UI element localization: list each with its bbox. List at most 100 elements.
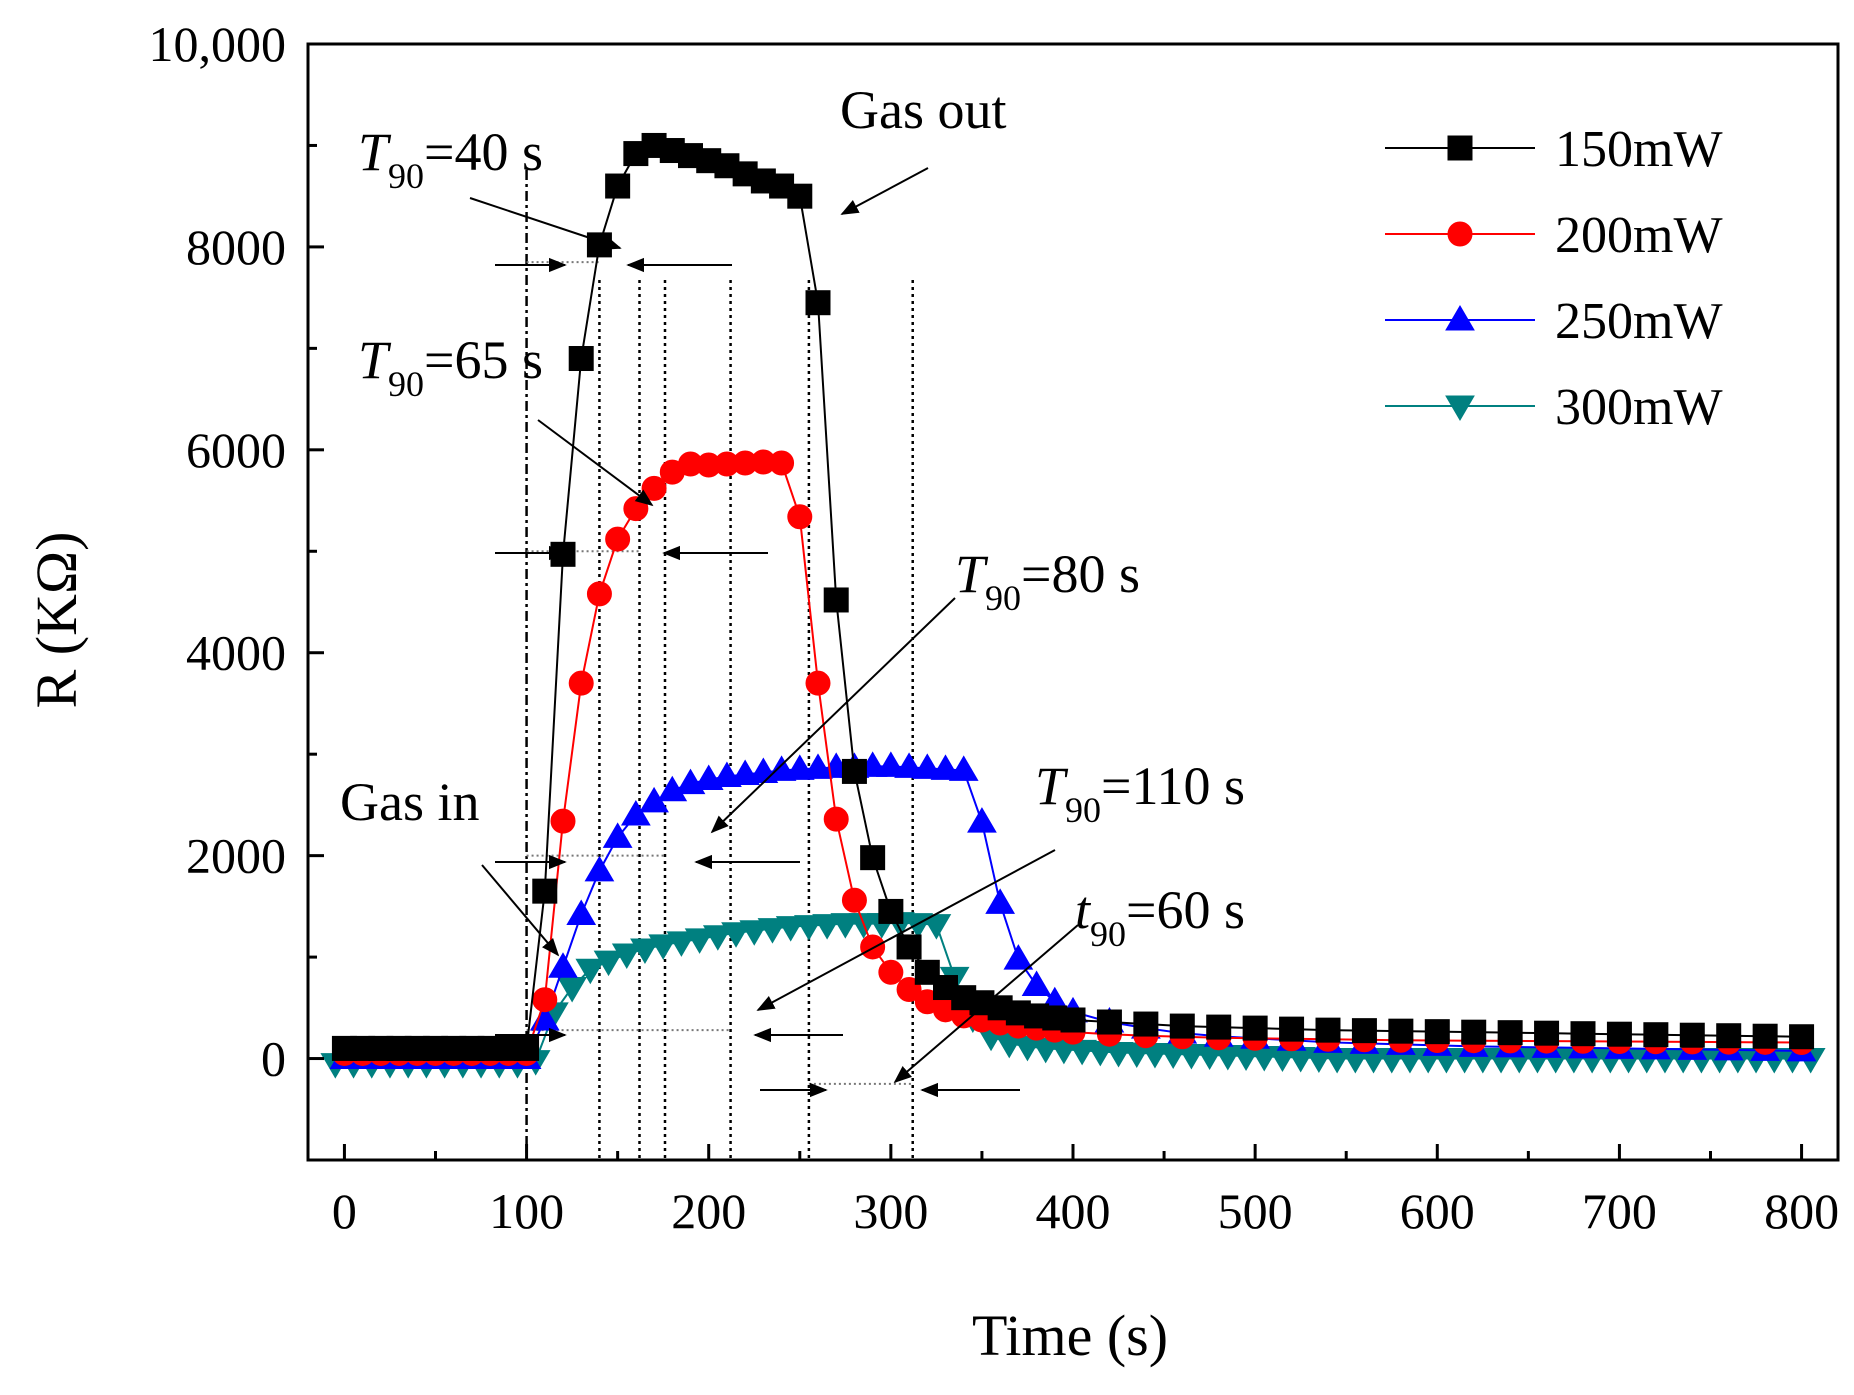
data-point <box>641 475 667 501</box>
data-point <box>794 915 824 941</box>
legend-item-300mW: 300mW <box>1385 379 1723 436</box>
data-point <box>985 888 1016 914</box>
data-point <box>605 173 631 199</box>
annotation-arrow <box>840 167 929 215</box>
y-axis-title: R (KΩ) <box>24 532 89 709</box>
annotation-arrow <box>756 849 1056 1011</box>
annotation-t90-65: T90=65 s <box>358 330 543 404</box>
series-layer <box>320 132 1826 1079</box>
data-point <box>812 914 842 940</box>
annotation-arrow <box>469 197 622 250</box>
data-point <box>896 934 922 960</box>
data-point <box>1242 1015 1268 1041</box>
x-tick-label: 300 <box>853 1183 928 1239</box>
legend-marker <box>1445 305 1475 331</box>
annotation-arrow <box>710 597 956 834</box>
x-tick-label: 800 <box>1764 1183 1839 1239</box>
data-point <box>1679 1022 1705 1048</box>
legend: 150mW 200mW 250mW 300mW <box>1385 121 1723 436</box>
data-point <box>1752 1023 1778 1049</box>
data-point <box>1133 1011 1159 1037</box>
annotation-arrow <box>893 924 1079 1084</box>
data-point <box>860 845 886 871</box>
data-point <box>775 916 806 942</box>
data-point <box>967 807 997 833</box>
legend-item-150mW: 150mW <box>1385 121 1723 178</box>
data-point <box>878 959 904 985</box>
annotation-t90-40: T90=40 s <box>358 122 543 196</box>
data-point <box>912 753 943 779</box>
data-point <box>860 934 886 960</box>
legend-item-250mW: 250mW <box>1385 293 1723 350</box>
x-tick-label: 500 <box>1218 1183 1293 1239</box>
data-point <box>930 754 961 780</box>
data-point <box>1497 1020 1523 1046</box>
data-point <box>721 922 751 948</box>
annotation-gas-out: Gas out <box>840 80 1006 140</box>
legend-label: 300mW <box>1555 379 1723 436</box>
x-tick-label: 100 <box>489 1183 564 1239</box>
data-point <box>1351 1018 1377 1044</box>
data-point <box>566 899 597 925</box>
annotation-t90-110: T90=110 s <box>1035 756 1245 830</box>
legend-marker <box>1447 135 1473 161</box>
data-point <box>548 952 578 978</box>
y-axis-ticks: 0 2000 4000 6000 8000 10,000 <box>149 16 324 1087</box>
data-point <box>841 758 867 784</box>
x-axis-ticks: 0 100 200 300 400 500 600 700 800 <box>332 1144 1839 1239</box>
annotation-arrow <box>481 864 560 957</box>
data-point <box>805 290 831 316</box>
data-point <box>894 752 924 778</box>
data-point <box>532 878 558 904</box>
data-point <box>568 670 594 696</box>
data-point <box>875 751 906 777</box>
data-point <box>948 755 979 781</box>
data-point <box>769 450 795 476</box>
data-point <box>514 1035 540 1061</box>
data-point <box>593 950 624 977</box>
data-point <box>1716 1023 1742 1049</box>
data-point <box>1315 1017 1341 1043</box>
data-point <box>1060 1007 1086 1033</box>
data-point <box>684 928 715 954</box>
data-point <box>620 800 651 826</box>
x-tick-label: 0 <box>332 1183 357 1239</box>
data-point <box>1461 1019 1487 1045</box>
data-point <box>702 925 733 951</box>
x-tick-label: 400 <box>1036 1183 1111 1239</box>
data-point <box>830 913 861 939</box>
data-point <box>787 504 813 530</box>
y-tick-label: 4000 <box>186 625 286 681</box>
data-point <box>605 526 631 552</box>
y-tick-label: 0 <box>261 1031 286 1087</box>
data-point <box>1534 1020 1560 1046</box>
y-tick-label: 8000 <box>186 219 286 275</box>
legend-label: 200mW <box>1555 207 1723 264</box>
annotations: T90=40 s T90=65 s T90=80 s T90=110 s t90… <box>340 80 1245 954</box>
data-point <box>841 887 867 913</box>
annotation-t90-80: T90=80 s <box>955 544 1140 618</box>
data-point <box>1021 970 1052 996</box>
data-point <box>611 943 642 970</box>
data-point <box>1606 1021 1632 1047</box>
data-point <box>568 346 594 372</box>
x-tick-label: 600 <box>1400 1183 1475 1239</box>
data-point <box>823 587 849 613</box>
annotation-arrows <box>469 167 1079 1098</box>
data-point <box>1570 1021 1596 1047</box>
data-point <box>878 898 904 924</box>
series-150mW <box>331 132 1815 1061</box>
annotation-t90-60: t90=60 s <box>1075 880 1245 954</box>
data-point <box>1643 1022 1669 1048</box>
annotation-gas-in: Gas in <box>340 772 479 832</box>
data-point <box>805 670 831 696</box>
data-point <box>1388 1018 1414 1044</box>
data-point <box>739 920 770 946</box>
y-tick-label: 2000 <box>186 828 286 884</box>
data-point <box>575 958 606 985</box>
legend-marker <box>1445 395 1475 421</box>
data-point <box>602 822 633 848</box>
legend-marker <box>1447 221 1473 247</box>
data-point <box>1096 1009 1122 1035</box>
